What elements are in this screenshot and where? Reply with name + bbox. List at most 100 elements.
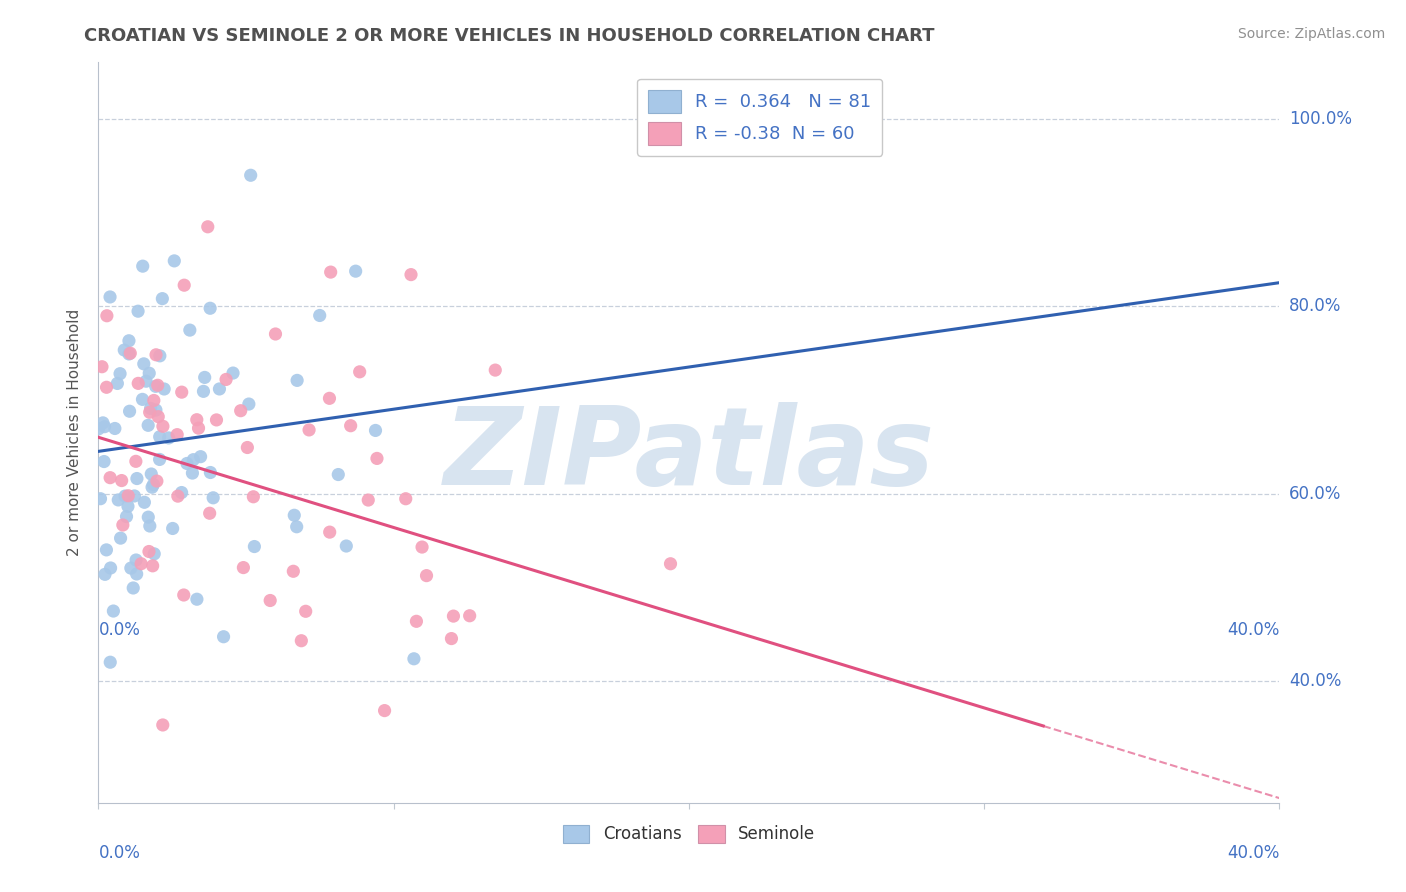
Text: 100.0%: 100.0% xyxy=(1289,110,1353,128)
Point xyxy=(357,493,380,508)
Point xyxy=(111,474,134,488)
Point xyxy=(125,454,148,468)
Point xyxy=(308,309,330,323)
Point xyxy=(198,506,221,520)
Point xyxy=(415,568,437,582)
Point xyxy=(139,519,162,533)
Point xyxy=(94,567,117,582)
Point xyxy=(89,491,111,506)
Point xyxy=(290,633,312,648)
Point xyxy=(125,471,148,485)
Point xyxy=(112,343,135,357)
Point xyxy=(110,531,132,545)
Point xyxy=(127,304,149,318)
Legend: Croatians, Seminole: Croatians, Seminole xyxy=(555,818,823,850)
Point xyxy=(117,489,139,503)
Point xyxy=(242,490,264,504)
Point xyxy=(349,365,371,379)
Point xyxy=(484,363,506,377)
Point xyxy=(136,510,159,524)
Point xyxy=(152,419,174,434)
Point xyxy=(98,471,121,485)
Point xyxy=(222,366,245,380)
Point xyxy=(125,553,148,567)
Text: ZIPatlas: ZIPatlas xyxy=(443,401,935,508)
Point xyxy=(145,403,167,417)
Point xyxy=(105,376,128,391)
Text: 0.0%: 0.0% xyxy=(98,844,141,862)
Text: CROATIAN VS SEMINOLE 2 OR MORE VEHICLES IN HOUSEHOLD CORRELATION CHART: CROATIAN VS SEMINOLE 2 OR MORE VEHICLES … xyxy=(84,27,935,45)
Point xyxy=(96,542,118,557)
Point xyxy=(157,431,180,445)
Point xyxy=(318,392,340,406)
Point xyxy=(200,466,222,480)
Point xyxy=(229,403,252,417)
Point xyxy=(186,413,208,427)
Point xyxy=(146,378,169,392)
Point xyxy=(148,409,170,424)
Point xyxy=(143,547,166,561)
Point xyxy=(298,423,321,437)
Point xyxy=(127,376,149,391)
Point xyxy=(173,588,195,602)
Point xyxy=(183,452,205,467)
Point xyxy=(111,518,134,533)
Point xyxy=(145,379,167,393)
Point xyxy=(141,480,163,494)
Point xyxy=(374,704,396,718)
Point xyxy=(98,290,121,304)
Point xyxy=(124,489,146,503)
Point xyxy=(405,615,427,629)
Point xyxy=(238,397,260,411)
Point xyxy=(149,452,172,467)
Point xyxy=(186,592,208,607)
Point xyxy=(443,609,465,624)
Point xyxy=(205,413,228,427)
Point xyxy=(170,485,193,500)
Point xyxy=(243,540,266,554)
Point xyxy=(294,604,316,618)
Point xyxy=(93,454,115,468)
Point xyxy=(131,392,153,407)
Point xyxy=(285,373,308,387)
Point xyxy=(440,632,463,646)
Point xyxy=(108,367,131,381)
Point xyxy=(179,323,201,337)
Point xyxy=(166,427,188,442)
Point xyxy=(139,401,162,416)
Point xyxy=(87,422,110,436)
Point xyxy=(141,467,163,481)
Point xyxy=(264,326,287,341)
Point xyxy=(166,489,188,503)
Point xyxy=(115,509,138,524)
Point xyxy=(208,382,231,396)
Point xyxy=(176,457,198,471)
Point xyxy=(136,418,159,433)
Text: 80.0%: 80.0% xyxy=(1289,297,1341,315)
Point xyxy=(163,253,186,268)
Point xyxy=(259,593,281,607)
Point xyxy=(173,278,195,293)
Point xyxy=(145,348,167,362)
Point xyxy=(193,384,215,399)
Point xyxy=(91,359,114,374)
Point xyxy=(659,557,682,571)
Point xyxy=(132,259,155,273)
Point xyxy=(149,430,172,444)
Point xyxy=(138,366,160,380)
Point xyxy=(319,265,342,279)
Point xyxy=(170,385,193,400)
Point xyxy=(236,441,259,455)
Point xyxy=(335,539,357,553)
Text: Source: ZipAtlas.com: Source: ZipAtlas.com xyxy=(1237,27,1385,41)
Point xyxy=(328,467,350,482)
Point xyxy=(120,346,142,360)
Y-axis label: 2 or more Vehicles in Household: 2 or more Vehicles in Household xyxy=(67,309,83,557)
Point xyxy=(117,500,139,514)
Point xyxy=(283,564,305,578)
Point xyxy=(187,421,209,435)
Text: 0.0%: 0.0% xyxy=(98,622,141,640)
Point xyxy=(190,450,212,464)
Point xyxy=(162,521,184,535)
Point xyxy=(135,374,157,388)
